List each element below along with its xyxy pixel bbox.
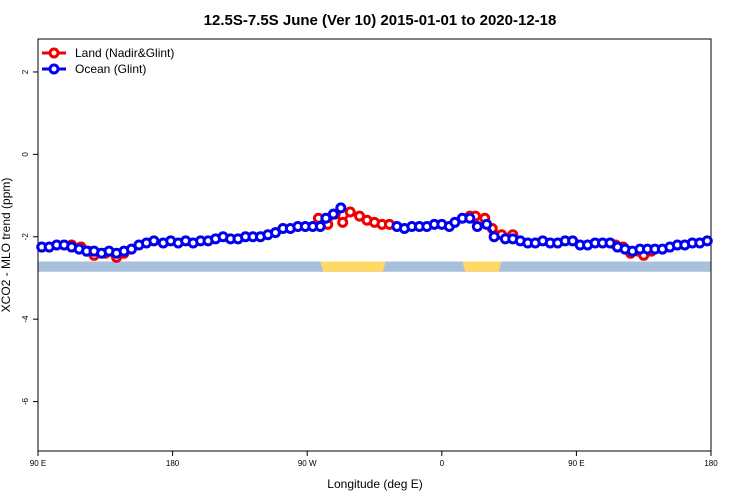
series-1-point-53 — [481, 218, 493, 230]
x-axis-label: Longitude (deg E) — [327, 477, 422, 491]
series-1-point-40 — [335, 202, 347, 214]
x-tick-label-1: 180 — [166, 459, 180, 468]
y-tick-label-4: -6 — [21, 397, 30, 405]
y-axis-label: XCO2 - MLO trend (ppm) — [0, 178, 13, 313]
land-bar-segment-0 — [320, 261, 386, 272]
y-tick-label-1: 0 — [21, 152, 30, 157]
series-1-point-52 — [471, 220, 483, 232]
x-tick-label-5: 180 — [704, 459, 718, 468]
legend-label-0: Land (Nadir&Glint) — [75, 46, 174, 60]
chart-title: 12.5S-7.5S June (Ver 10) 2015-01-01 to 2… — [204, 12, 557, 29]
y-tick-label-0: 2 — [21, 69, 30, 74]
plot-area: 90 E 180 90 W 0 90 E 180 2 0 -2 -4 -6 — [21, 38, 718, 468]
legend-marker-0 — [48, 47, 60, 59]
series-0-point-11 — [344, 206, 356, 218]
legend-marker-1 — [48, 63, 60, 75]
series-1-point-51 — [464, 212, 476, 224]
series-1-point-37 — [314, 220, 326, 232]
legend-label-1: Ocean (Glint) — [75, 62, 146, 76]
series-0 — [66, 206, 657, 263]
series-0-point-10 — [337, 216, 349, 228]
x-tick-label-0: 90 E — [30, 459, 46, 468]
series-1 — [36, 202, 713, 259]
series-1-point-82 — [701, 235, 713, 247]
y-tick-label-2: -2 — [21, 233, 30, 241]
x-tick-label-2: 90 W — [298, 459, 317, 468]
legend: Land (Nadir&Glint) Ocean (Glint) — [42, 46, 174, 76]
series-1-point-15 — [148, 235, 160, 247]
x-tick-label-4: 90 E — [568, 459, 584, 468]
series-1-point-39 — [327, 208, 339, 220]
y-tick-label-3: -4 — [21, 315, 30, 323]
x-tick-label-3: 0 — [440, 459, 445, 468]
land-bar-segment-1 — [462, 261, 502, 272]
series-1-point-54 — [488, 231, 500, 243]
